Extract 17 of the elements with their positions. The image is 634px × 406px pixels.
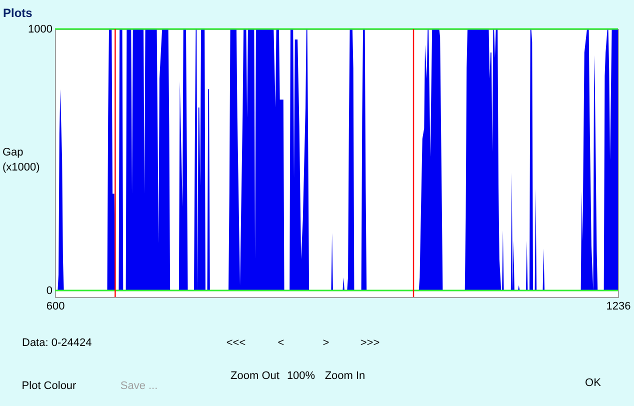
text: Plot Colour bbox=[22, 380, 77, 392]
text: OK bbox=[585, 377, 602, 389]
text: Save ... bbox=[120, 380, 158, 392]
y-tick-label: 0 bbox=[46, 284, 52, 297]
text: Zoom Out bbox=[230, 370, 280, 382]
text: > bbox=[322, 337, 330, 349]
text: Data: 0-24424 bbox=[22, 337, 92, 349]
text: >>> bbox=[360, 337, 380, 349]
text: < bbox=[278, 337, 284, 349]
text: <<< bbox=[226, 337, 246, 349]
chart-title: Plots bbox=[3, 6, 33, 20]
y-axis-title: Gap (x1000) bbox=[2, 146, 40, 174]
text: Zoom In bbox=[324, 370, 366, 382]
y-tick-label: 1000 bbox=[28, 24, 52, 36]
x-tick-label: 600 bbox=[46, 300, 65, 312]
x-tick-label: 1236 bbox=[606, 300, 631, 312]
text: 100% bbox=[286, 370, 316, 382]
